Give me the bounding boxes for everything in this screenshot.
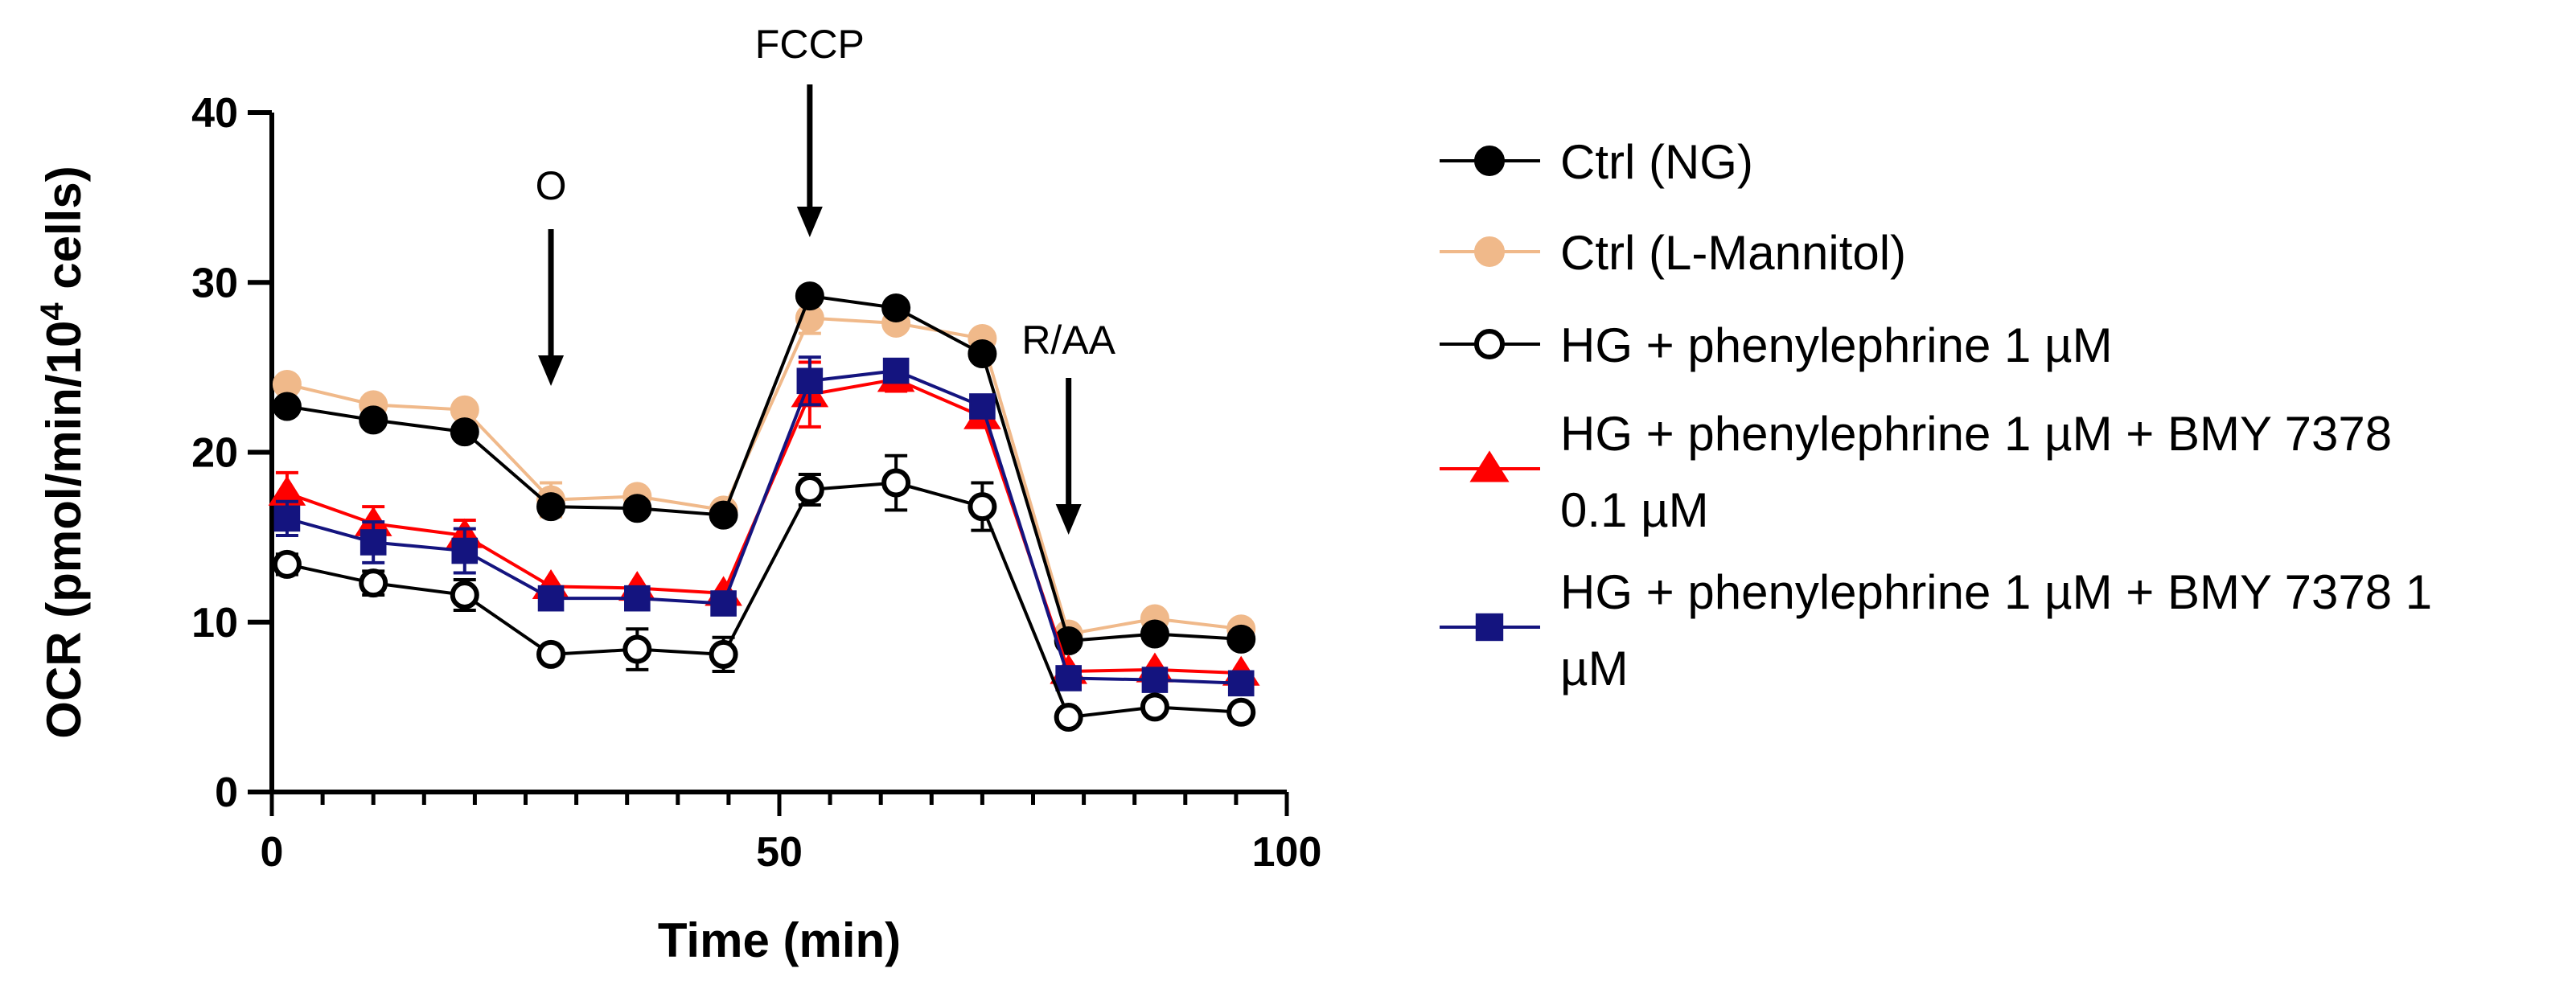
x-tick-label: 50 xyxy=(756,829,803,876)
data-point xyxy=(709,500,738,530)
legend-marker xyxy=(1469,450,1510,482)
legend-label: HG + phenylephrine 1 µM xyxy=(1560,318,2113,372)
data-point xyxy=(969,393,996,420)
injection-arrow-head xyxy=(538,355,565,386)
data-point xyxy=(624,585,651,612)
legend-label: µM xyxy=(1560,642,1629,696)
data-point xyxy=(796,367,824,395)
data-point xyxy=(1140,692,1169,722)
series xyxy=(273,355,1255,697)
data-point xyxy=(536,492,566,522)
data-point xyxy=(622,634,652,664)
injection-arrow-head xyxy=(796,207,823,237)
data-point xyxy=(272,549,302,579)
data-point xyxy=(450,417,479,447)
legend-entry: HG + phenylephrine 1 µM xyxy=(1440,318,2113,372)
y-axis-title: OCR (pmol/min/104 cells) xyxy=(35,166,91,738)
legend-label: 0.1 µM xyxy=(1560,483,1709,537)
series-line xyxy=(286,369,1242,685)
legend-label: HG + phenylephrine 1 µM + BMY 7378 xyxy=(1560,407,2392,461)
data-point xyxy=(881,293,911,322)
data-point xyxy=(968,339,997,368)
series-line xyxy=(286,316,1242,636)
data-point xyxy=(451,537,479,564)
data-point xyxy=(881,468,911,498)
data-point xyxy=(450,580,479,609)
legend-marker xyxy=(1475,613,1504,642)
legend-entry: HG + phenylephrine 1 µM + BMY 7378 0.1 µM xyxy=(1440,407,2392,537)
data-point xyxy=(795,281,824,311)
legend-label: Ctrl (NG) xyxy=(1560,135,1753,189)
injection-label: O xyxy=(536,163,567,208)
y-axis-title-end: cells) xyxy=(37,166,91,302)
legend-entry: Ctrl (NG) xyxy=(1440,135,1753,189)
series xyxy=(272,453,1256,732)
y-tick-label: 20 xyxy=(191,430,238,477)
data-point xyxy=(359,568,388,598)
legend-entry: Ctrl (L-Mannitol) xyxy=(1440,226,1906,280)
series-line xyxy=(286,481,1242,720)
data-point xyxy=(272,392,302,421)
legend-marker xyxy=(1474,329,1505,359)
data-point xyxy=(359,405,388,435)
data-point xyxy=(710,590,737,617)
legend-label: Ctrl (L-Mannitol) xyxy=(1560,226,1906,280)
y-tick-label: 0 xyxy=(215,769,238,816)
data-point xyxy=(1054,703,1083,732)
injection-arrow-head xyxy=(1055,504,1082,535)
injection-label: FCCP xyxy=(755,22,865,67)
legend-label: HG + phenylephrine 1 µM + BMY 7378 1 xyxy=(1560,565,2432,619)
legend-entry: HG + phenylephrine 1 µM + BMY 7378 1 µM xyxy=(1440,565,2432,696)
legend-marker xyxy=(1474,236,1505,267)
data-point xyxy=(795,474,824,504)
y-axis-title-sup: 4 xyxy=(35,302,70,321)
data-point xyxy=(1055,665,1082,691)
data-point xyxy=(359,529,387,556)
x-tick-label: 100 xyxy=(1252,829,1322,876)
data-point xyxy=(968,492,997,522)
data-point xyxy=(536,639,566,669)
y-tick-label: 40 xyxy=(191,90,238,137)
data-point xyxy=(1226,697,1256,727)
plot-area: 0 10 20 30 40 0 50 100 Time (min) OCR (pmol/min/1… xyxy=(35,22,1321,967)
data-point xyxy=(622,494,652,523)
legend: Ctrl (NG) Ctrl (L-Mannitol) HG + phenyleph… xyxy=(1440,135,2432,696)
x-axis-title: Time (min) xyxy=(658,913,901,967)
data-point xyxy=(882,357,910,384)
y-tick-label: 10 xyxy=(191,600,238,646)
data-point xyxy=(1140,619,1169,649)
data-point xyxy=(537,585,565,612)
data-point xyxy=(273,505,301,532)
y-tick-label: 30 xyxy=(191,260,238,306)
data-point xyxy=(709,639,738,669)
data-point xyxy=(1227,670,1255,697)
data-point xyxy=(1226,624,1256,654)
injection-label: R/AA xyxy=(1021,318,1115,363)
y-axis-title-main: OCR (pmol/min/10 xyxy=(37,321,91,739)
legend-marker xyxy=(1474,146,1505,176)
x-tick-label: 0 xyxy=(261,829,284,876)
data-point xyxy=(1141,667,1169,693)
